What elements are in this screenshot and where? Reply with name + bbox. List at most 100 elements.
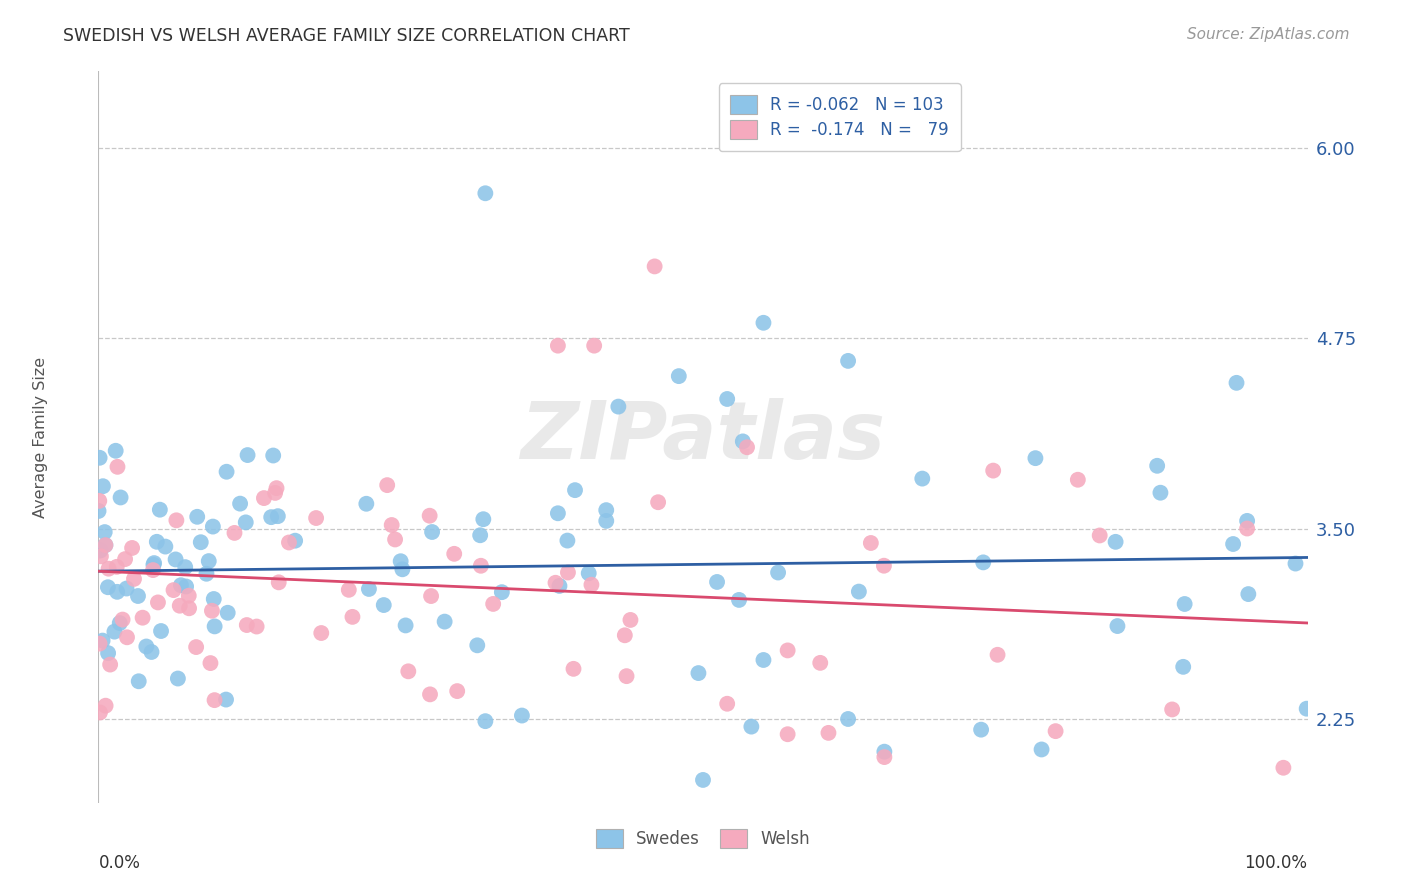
Point: [728, 593, 751, 607]
Text: 0.0%: 0.0%: [98, 854, 141, 872]
Point: [167, 672, 190, 686]
Text: SWEDISH VS WELSH AVERAGE FAMILY SIZE CORRELATION CHART: SWEDISH VS WELSH AVERAGE FAMILY SIZE COR…: [63, 27, 630, 45]
Point: [647, 495, 669, 509]
Point: [177, 589, 200, 603]
Point: [177, 601, 200, 615]
Point: [89, 706, 111, 720]
Point: [89, 543, 111, 558]
Point: [1024, 451, 1046, 466]
Point: [90, 549, 112, 564]
Point: [1149, 485, 1171, 500]
Point: [564, 483, 586, 497]
Point: [215, 465, 238, 479]
Point: [716, 392, 738, 406]
Point: [122, 572, 145, 586]
Point: [114, 552, 136, 566]
Point: [165, 513, 187, 527]
Point: [111, 613, 134, 627]
Point: [108, 616, 131, 631]
Point: [97, 646, 120, 660]
Point: [142, 563, 165, 577]
Point: [357, 582, 380, 596]
Point: [373, 598, 395, 612]
Point: [547, 338, 569, 352]
Point: [1222, 537, 1244, 551]
Point: [115, 582, 138, 596]
Point: [1088, 528, 1111, 542]
Point: [548, 579, 571, 593]
Point: [146, 534, 169, 549]
Point: [201, 519, 224, 533]
Point: [197, 554, 219, 568]
Point: [110, 491, 132, 505]
Point: [1067, 473, 1090, 487]
Point: [474, 714, 496, 728]
Point: [169, 599, 191, 613]
Point: [619, 613, 641, 627]
Point: [215, 692, 238, 706]
Point: [472, 512, 495, 526]
Point: [236, 618, 259, 632]
Point: [873, 745, 896, 759]
Point: [776, 643, 799, 657]
Point: [204, 619, 226, 633]
Point: [557, 533, 579, 548]
Point: [446, 684, 468, 698]
Point: [1045, 724, 1067, 739]
Point: [1146, 458, 1168, 473]
Point: [510, 708, 533, 723]
Point: [1237, 587, 1260, 601]
Point: [557, 566, 579, 580]
Point: [174, 560, 197, 574]
Point: [217, 606, 239, 620]
Point: [149, 502, 172, 516]
Point: [1272, 761, 1295, 775]
Point: [264, 486, 287, 500]
Point: [184, 640, 207, 654]
Point: [420, 589, 443, 603]
Point: [474, 186, 496, 201]
Point: [143, 556, 166, 570]
Point: [267, 509, 290, 524]
Point: [1236, 514, 1258, 528]
Point: [465, 638, 488, 652]
Point: [986, 648, 1008, 662]
Point: [1284, 557, 1306, 571]
Point: [1107, 619, 1129, 633]
Point: [204, 693, 226, 707]
Point: [547, 506, 569, 520]
Point: [391, 562, 413, 576]
Point: [91, 479, 114, 493]
Point: [246, 619, 269, 633]
Point: [419, 508, 441, 523]
Point: [1236, 521, 1258, 535]
Point: [305, 511, 328, 525]
Point: [190, 535, 212, 549]
Point: [97, 562, 120, 576]
Point: [706, 574, 728, 589]
Text: 100.0%: 100.0%: [1244, 854, 1308, 872]
Legend: Swedes, Welsh: Swedes, Welsh: [588, 821, 818, 856]
Point: [142, 558, 165, 572]
Point: [98, 657, 121, 672]
Point: [186, 509, 208, 524]
Point: [121, 541, 143, 555]
Point: [470, 528, 492, 542]
Point: [394, 618, 416, 632]
Point: [981, 464, 1004, 478]
Point: [356, 497, 378, 511]
Point: [688, 666, 710, 681]
Point: [837, 354, 859, 368]
Point: [607, 400, 630, 414]
Point: [616, 669, 638, 683]
Point: [89, 494, 111, 508]
Point: [195, 566, 218, 581]
Point: [131, 610, 153, 624]
Point: [613, 628, 636, 642]
Point: [201, 604, 224, 618]
Point: [87, 504, 110, 518]
Point: [731, 434, 754, 449]
Point: [389, 554, 412, 568]
Text: Average Family Size: Average Family Size: [32, 357, 48, 517]
Point: [1031, 742, 1053, 756]
